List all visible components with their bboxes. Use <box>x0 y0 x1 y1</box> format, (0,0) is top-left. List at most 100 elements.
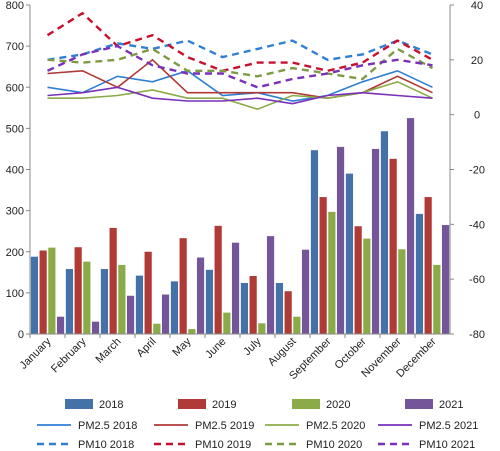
legend: 2018 2019 2020 2021 PM2.5 2018 PM2.5 2019 PM2.… <box>37 399 478 451</box>
legend-label: PM2.5 2018 <box>78 420 137 432</box>
x-tick-label: July <box>241 335 264 358</box>
bar-2021-may <box>196 257 205 334</box>
bar-2018-march <box>100 269 109 334</box>
right-axis-ticks: -80 -60 -40 -20 0 20 40 <box>450 0 485 341</box>
bar-2019-september <box>319 197 327 334</box>
legend-label: PM2.5 2019 <box>195 420 254 432</box>
x-tick-label: August <box>266 336 299 369</box>
x-tick-label: February <box>49 335 89 375</box>
bar-2019-february <box>74 247 82 334</box>
left-tick-label: 500 <box>6 123 24 135</box>
bar-2021-october <box>371 148 380 334</box>
left-tick-label: 800 <box>6 0 24 12</box>
left-tick-label: 200 <box>6 247 24 259</box>
left-tick-label: 100 <box>6 288 24 300</box>
bar-2019-june <box>214 225 222 334</box>
line-pm25-2021 <box>47 86 433 105</box>
bar-2020-november <box>398 249 406 334</box>
right-tick-label: 0 <box>474 110 480 122</box>
line-pm10-2021 <box>46 44 433 89</box>
legend-label: PM10 2019 <box>195 439 251 451</box>
bar-2020-october <box>363 238 371 334</box>
x-tick-label: May <box>170 335 194 359</box>
bar-2018-august <box>275 283 284 334</box>
bar-2021-june <box>231 242 240 334</box>
bar-2018-january <box>30 256 39 334</box>
right-tick-label: -60 <box>469 274 485 286</box>
bar-2018-july <box>240 283 249 334</box>
bar-2021-march <box>126 295 135 334</box>
bar-2020-july <box>258 323 266 334</box>
bar-2018-june <box>205 269 214 334</box>
legend-swatch <box>292 399 320 409</box>
line-pm10-2018 <box>47 39 433 62</box>
bar-2019-october <box>354 226 362 334</box>
right-tick-label: -20 <box>469 165 485 177</box>
bar-2020-january <box>48 247 56 334</box>
left-tick-label: 300 <box>6 206 24 218</box>
bar-2019-august <box>284 291 292 334</box>
x-tick-label: June <box>203 336 228 361</box>
left-tick-label: 400 <box>6 165 24 177</box>
bar-2020-march <box>118 264 126 334</box>
left-tick-label: 600 <box>6 82 24 94</box>
x-tick-label: April <box>135 336 159 360</box>
bar-2020-august <box>293 316 301 334</box>
legend-label: PM2.5 2020 <box>306 420 365 432</box>
bar-2019-may <box>179 238 187 334</box>
bar-2018-may <box>170 281 179 334</box>
bar-2018-october <box>345 173 354 334</box>
legend-label: 2019 <box>212 399 236 411</box>
bar-2021-february <box>91 321 100 334</box>
legend-label: 2018 <box>99 399 123 411</box>
bar-2021-april <box>161 294 170 334</box>
legend-label: PM10 2018 <box>78 439 134 451</box>
legend-label: 2021 <box>439 399 463 411</box>
bar-2021-july <box>266 236 275 334</box>
bar-2020-april <box>153 323 161 334</box>
right-tick-label: -40 <box>469 219 485 231</box>
bar-2019-april <box>144 251 152 334</box>
legend-label: PM10 2020 <box>306 439 362 451</box>
bar-2020-may <box>188 329 196 334</box>
legend-swatch <box>65 399 93 409</box>
line-pm10-2019 <box>46 11 434 73</box>
legend-label: PM2.5 2021 <box>419 420 478 432</box>
bar-2021-january <box>56 316 65 334</box>
bar-2018-september <box>310 150 319 334</box>
bar-2021-november <box>406 118 415 334</box>
bar-series <box>30 118 450 334</box>
line-series <box>46 11 434 111</box>
bar-2018-february <box>65 269 74 334</box>
bar-2020-december <box>433 264 441 334</box>
line-pm25-2018 <box>47 69 433 102</box>
bar-2020-february <box>83 261 91 334</box>
line-pm25-2019 <box>47 58 433 100</box>
bar-2021-september <box>336 146 345 334</box>
bar-2021-august <box>301 249 310 334</box>
bar-2019-january <box>39 250 47 334</box>
legend-label: PM10 2021 <box>419 439 475 451</box>
x-tick-label: March <box>94 336 124 366</box>
bar-2019-july <box>249 276 257 334</box>
right-tick-label: 40 <box>471 0 483 12</box>
legend-swatch <box>178 399 206 409</box>
bar-2019-november <box>389 158 397 334</box>
left-tick-label: 700 <box>6 41 24 53</box>
right-tick-label: 20 <box>471 55 483 67</box>
left-axis-ticks: 0 100 200 300 400 500 600 700 800 <box>6 0 30 341</box>
left-tick-label: 0 <box>18 329 24 341</box>
bar-2020-september <box>328 211 336 334</box>
legend-label: 2020 <box>326 399 350 411</box>
bar-2018-december <box>415 213 424 334</box>
bar-2019-march <box>109 227 117 334</box>
bar-2018-april <box>135 275 144 334</box>
bar-2019-december <box>424 197 432 334</box>
right-tick-label: -80 <box>469 329 485 341</box>
bar-2018-november <box>380 131 389 334</box>
legend-swatch <box>405 399 433 409</box>
bar-2020-june <box>223 312 231 334</box>
bar-2021-december <box>441 225 450 334</box>
